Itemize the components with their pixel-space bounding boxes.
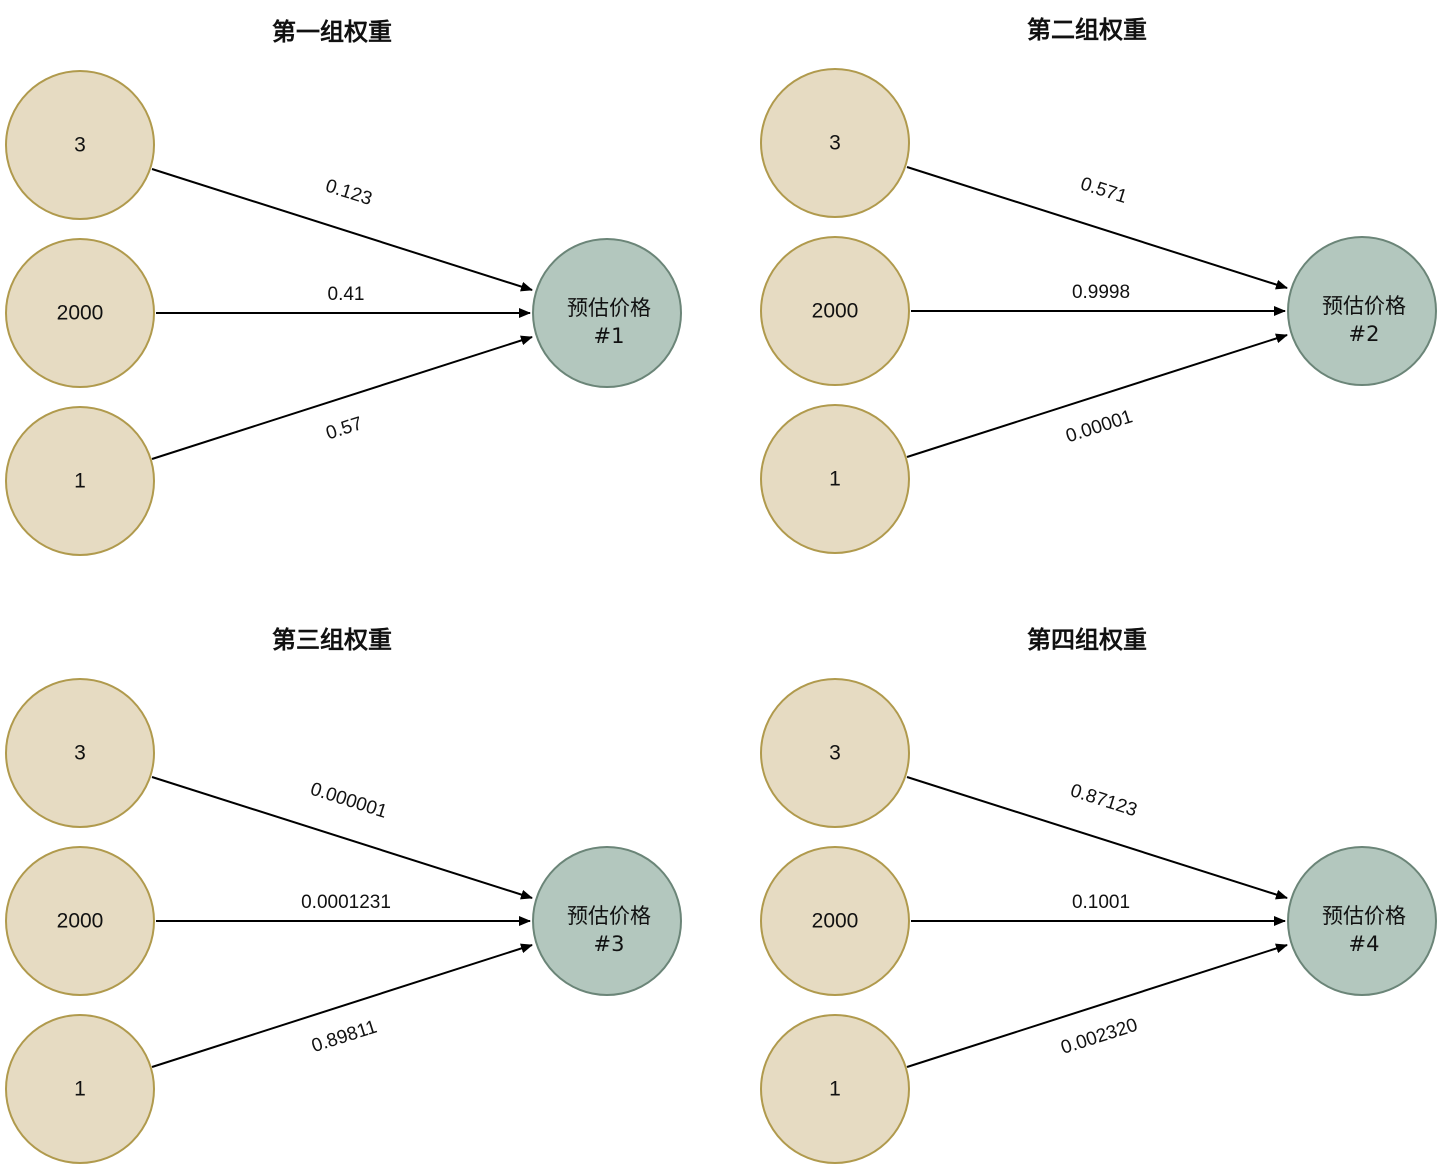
- output-index: #2: [1349, 322, 1380, 346]
- weight-label: 0.00001: [1063, 406, 1135, 447]
- group-title: 第二组权重: [1027, 16, 1147, 44]
- edge-arrow: [906, 776, 1288, 900]
- input-value: 2000: [812, 300, 859, 323]
- input-value: 2000: [812, 910, 859, 933]
- input-value: 2000: [57, 302, 104, 325]
- weight-group-4: 第四组权重 0.87123 0.1001 0.002320 3 2000 1 预估价格 #4: [760, 626, 1437, 1164]
- weight-label: 0.0001231: [301, 892, 391, 913]
- output-label: 预估价格: [1322, 294, 1406, 318]
- input-node: [760, 846, 910, 996]
- input-value: 1: [829, 1078, 841, 1101]
- edge-arrow: [906, 943, 1288, 1068]
- input-node: [5, 70, 155, 220]
- output-label: 预估价格: [567, 296, 651, 320]
- input-node: [5, 238, 155, 388]
- input-value: 3: [74, 742, 86, 765]
- group-title: 第三组权重: [272, 626, 392, 654]
- output-node: [532, 238, 682, 388]
- output-index: #4: [1349, 932, 1380, 956]
- weight-label: 0.571: [1078, 174, 1130, 208]
- weight-label: 0.002320: [1058, 1015, 1140, 1059]
- edge-arrow: [906, 333, 1288, 458]
- edge-arrow: [906, 166, 1288, 290]
- weight-label: 0.89811: [309, 1017, 379, 1057]
- input-node: [5, 406, 155, 556]
- input-node: [5, 846, 155, 996]
- group-title: 第四组权重: [1027, 626, 1147, 654]
- input-value: 1: [74, 1078, 86, 1101]
- weight-label: 0.87123: [1068, 780, 1140, 821]
- weight-label: 0.000001: [308, 779, 390, 823]
- input-value: 1: [829, 468, 841, 491]
- input-node: [760, 236, 910, 386]
- weight-group-3: 第三组权重 0.000001 0.0001231 0.89811 3 2000 1 预估价格 #…: [5, 626, 682, 1164]
- output-index: #3: [594, 932, 625, 956]
- input-value: 3: [829, 132, 841, 155]
- weight-group-1: 第一组权重 0.123 0.41 0.57 3 2000 1 预估价格 #1: [5, 18, 682, 556]
- weight-label: 0.41: [328, 284, 365, 305]
- weight-label: 0.57: [324, 413, 366, 444]
- output-index: #1: [594, 324, 625, 348]
- input-value: 3: [74, 134, 86, 157]
- weight-group-2: 第二组权重 0.571 0.9998 0.00001 3 2000 1 预估价格 #2: [760, 16, 1437, 554]
- edge-arrow: [151, 168, 533, 292]
- input-node: [760, 404, 910, 554]
- input-node: [5, 1014, 155, 1164]
- output-node: [532, 846, 682, 996]
- input-value: 1: [74, 470, 86, 493]
- edge-arrow: [151, 943, 533, 1068]
- edge-arrow: [151, 335, 533, 460]
- input-node: [760, 68, 910, 218]
- input-value: 2000: [57, 910, 104, 933]
- weight-label: 0.123: [323, 176, 375, 210]
- output-node: [1287, 846, 1437, 996]
- input-node: [5, 678, 155, 828]
- output-label: 预估价格: [1322, 904, 1406, 928]
- output-label: 预估价格: [567, 904, 651, 928]
- input-node: [760, 678, 910, 828]
- edge-arrow: [151, 776, 533, 900]
- input-value: 3: [829, 742, 841, 765]
- input-node: [760, 1014, 910, 1164]
- weight-label: 0.9998: [1072, 282, 1130, 303]
- output-node: [1287, 236, 1437, 386]
- group-title: 第一组权重: [272, 18, 392, 46]
- weight-label: 0.1001: [1072, 892, 1130, 913]
